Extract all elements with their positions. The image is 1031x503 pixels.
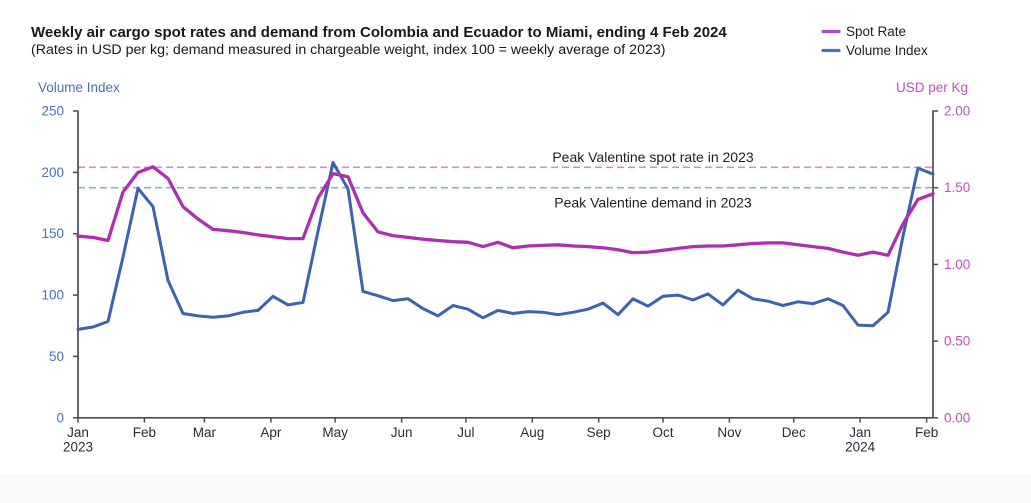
svg-text:Mar: Mar xyxy=(193,425,217,440)
svg-text:250: 250 xyxy=(41,104,64,119)
svg-text:1.00: 1.00 xyxy=(944,257,970,272)
svg-text:Jan: Jan xyxy=(849,425,871,440)
svg-text:2024: 2024 xyxy=(845,440,876,455)
svg-text:Feb: Feb xyxy=(133,425,156,440)
svg-text:Sep: Sep xyxy=(587,425,611,440)
svg-text:2023: 2023 xyxy=(63,440,93,455)
svg-text:Volume Index: Volume Index xyxy=(846,43,928,58)
svg-text:2.00: 2.00 xyxy=(944,104,970,119)
svg-text:Nov: Nov xyxy=(717,425,741,440)
svg-text:Spot Rate: Spot Rate xyxy=(846,24,906,39)
svg-text:Jul: Jul xyxy=(457,425,474,440)
svg-text:Volume Index: Volume Index xyxy=(38,80,120,95)
svg-text:0: 0 xyxy=(56,410,64,425)
svg-text:(Rates in USD per kg; demand m: (Rates in USD per kg; demand measured in… xyxy=(31,42,665,58)
svg-text:0.00: 0.00 xyxy=(944,410,970,425)
svg-text:0.50: 0.50 xyxy=(944,334,970,349)
svg-text:200: 200 xyxy=(41,165,64,180)
svg-text:Dec: Dec xyxy=(782,425,806,440)
svg-text:Peak Valentine spot rate in 20: Peak Valentine spot rate in 2023 xyxy=(552,149,754,165)
svg-text:Jun: Jun xyxy=(391,425,413,440)
svg-text:Jan: Jan xyxy=(67,425,89,440)
svg-text:Peak Valentine demand in 2023: Peak Valentine demand in 2023 xyxy=(554,195,752,211)
svg-text:1.50: 1.50 xyxy=(944,180,970,195)
svg-text:Apr: Apr xyxy=(260,425,282,440)
svg-text:Aug: Aug xyxy=(520,425,544,440)
svg-text:50: 50 xyxy=(49,349,64,364)
svg-text:Oct: Oct xyxy=(652,425,673,440)
svg-text:Feb: Feb xyxy=(915,425,938,440)
svg-text:100: 100 xyxy=(41,288,64,303)
svg-text:USD per Kg: USD per Kg xyxy=(896,80,968,95)
svg-text:May: May xyxy=(322,425,348,440)
svg-text:Weekly air cargo spot rates an: Weekly air cargo spot rates and demand f… xyxy=(31,24,727,41)
svg-text:150: 150 xyxy=(41,226,64,241)
